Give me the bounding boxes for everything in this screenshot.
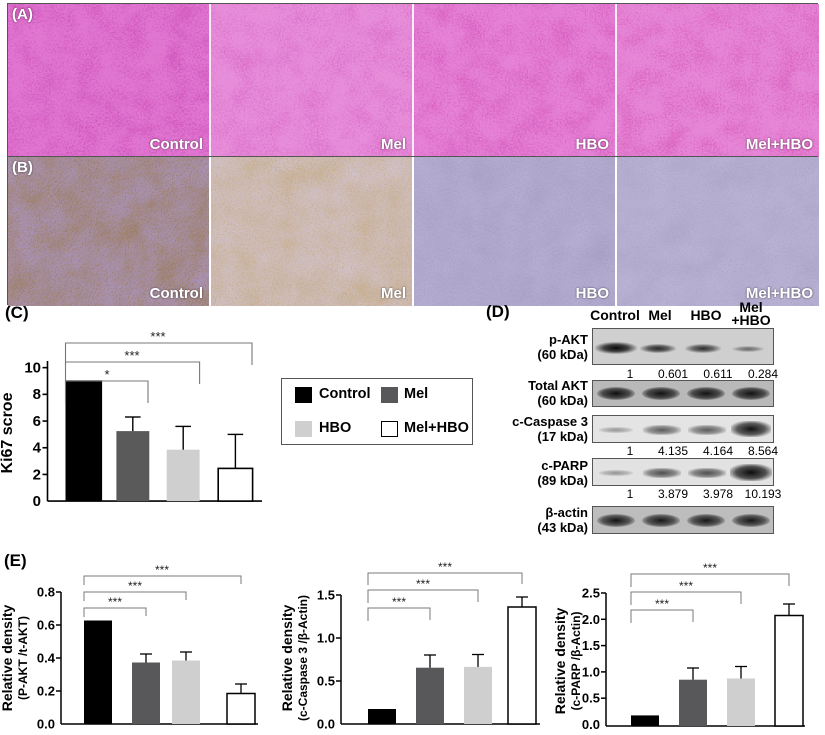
- svg-text:2: 2: [33, 466, 41, 483]
- svg-text:0.4: 0.4: [37, 651, 56, 666]
- svg-text:Relative density: Relative density: [555, 607, 568, 714]
- svg-text:0.5: 0.5: [317, 674, 335, 689]
- svg-text:0.0: 0.0: [317, 717, 335, 732]
- svg-text:***: ***: [392, 595, 406, 609]
- svg-text:0.5: 0.5: [582, 691, 600, 706]
- svg-text:4: 4: [33, 440, 42, 457]
- svg-text:(P-AKT /t-AKT): (P-AKT /t-AKT): [16, 616, 30, 700]
- svg-text:***: ***: [124, 348, 139, 363]
- svg-text:***: ***: [655, 597, 669, 611]
- svg-text:8: 8: [33, 386, 41, 403]
- svg-text:0.6: 0.6: [37, 618, 55, 633]
- svg-text:6: 6: [33, 413, 41, 430]
- svg-text:0.8: 0.8: [37, 585, 55, 600]
- svg-text:1.0: 1.0: [582, 664, 600, 679]
- svg-text:1.5: 1.5: [317, 588, 335, 603]
- svg-text:***: ***: [679, 579, 693, 593]
- svg-text:0.0: 0.0: [582, 717, 600, 732]
- svg-text:Relative density: Relative density: [0, 604, 15, 711]
- svg-text:2.5: 2.5: [582, 586, 600, 601]
- svg-text:***: ***: [438, 560, 452, 574]
- svg-text:1.0: 1.0: [317, 631, 335, 646]
- svg-text:Ki67 scroe: Ki67 scroe: [0, 392, 16, 473]
- svg-text:***: ***: [416, 577, 430, 591]
- svg-text:***: ***: [150, 329, 165, 344]
- svg-text:1.5: 1.5: [582, 638, 600, 653]
- svg-text:0: 0: [33, 493, 41, 510]
- svg-text:10: 10: [24, 360, 41, 377]
- svg-text:Relative density: Relative density: [280, 604, 295, 711]
- svg-text:2.0: 2.0: [582, 612, 600, 627]
- svg-text:0.0: 0.0: [37, 717, 55, 732]
- svg-text:***: ***: [703, 561, 717, 575]
- svg-text:*: *: [104, 367, 109, 382]
- svg-text:(c-PARP /β-Actin): (c-PARP /β-Actin): [569, 612, 583, 711]
- svg-text:***: ***: [108, 595, 122, 609]
- svg-text:(c-Caspase 3 /β-Actin): (c-Caspase 3 /β-Actin): [296, 595, 310, 721]
- svg-text:***: ***: [128, 579, 142, 593]
- svg-text:0.2: 0.2: [37, 684, 55, 699]
- svg-text:***: ***: [155, 563, 169, 577]
